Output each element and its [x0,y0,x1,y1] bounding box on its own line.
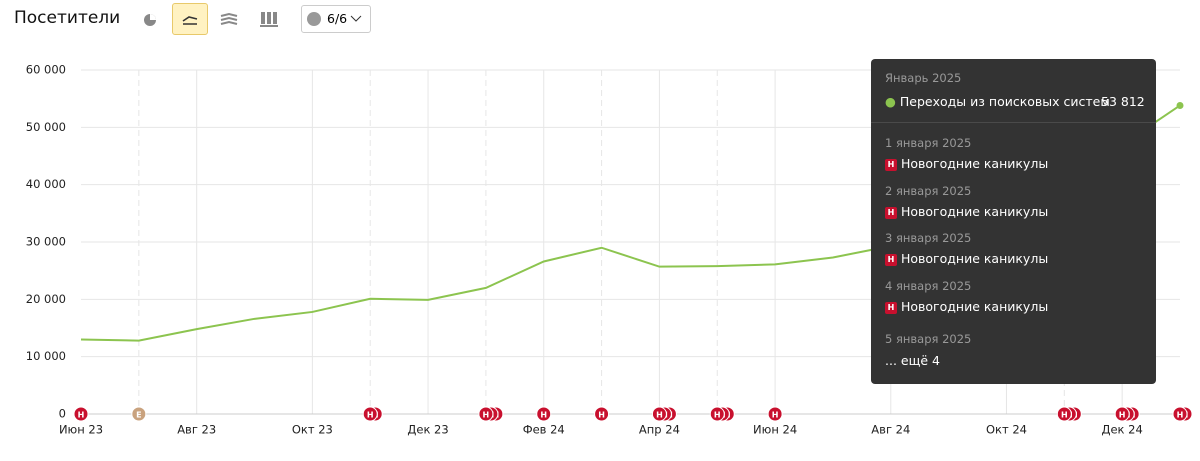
event-letter: Н [1119,411,1126,420]
tooltip-event: Н Новогодние каникулы [885,251,1048,266]
event-letter: Н [1177,411,1184,420]
event-icon: Н [885,254,897,266]
event-name: Новогодние каникулы [901,251,1049,266]
y-tick-label: 50 000 [26,120,66,134]
event-letter: Н [483,411,490,420]
x-tick-label: Окт 24 [986,423,1027,437]
event-marker[interactable] [651,406,667,422]
bar-button[interactable] [258,8,280,30]
hover-point [1176,101,1184,109]
tooltip-date: 2 января 2025 [885,183,972,198]
tooltip-date: 4 января 2025 [885,278,972,293]
event-marker[interactable] [536,406,552,422]
event-marker[interactable] [1056,406,1072,422]
y-tick-label: 0 [59,407,66,421]
tooltip-date: 3 января 2025 [885,231,972,245]
event-letter: Н [367,411,374,420]
tooltip-date: 1 января 2025 [885,136,972,150]
event-letter: Н [656,411,663,420]
line-button[interactable] [172,3,208,35]
toolbar: Посетители 6/6 [0,0,1200,40]
event-letter: Н [772,411,779,420]
tooltip-value: 53 812 [1101,94,1145,109]
separator [871,122,1156,123]
x-tick-label: Авг 24 [871,423,910,437]
y-tick-label: 20 000 [26,292,66,306]
area-button[interactable] [218,8,240,30]
event-name: Новогодние каникулы [901,298,1049,314]
event-letter: Н [1061,411,1068,420]
event-marker[interactable] [594,406,610,422]
filter-dropdown[interactable]: 6/6 [301,5,371,33]
event-marker[interactable] [767,406,783,422]
event-marker[interactable] [478,406,494,422]
y-tick-label: 40 000 [26,177,66,191]
event-letter: Н [714,411,721,420]
x-tick-label: Авг 23 [177,423,216,437]
tooltip-event: Н Новогодние каникулы [885,299,1048,314]
x-tick-label: Июн 24 [753,423,797,437]
series-name: Переходы из поисковых систем [899,94,1110,109]
x-tick-label: Апр 24 [639,423,680,437]
y-tick-label: 30 000 [26,235,66,249]
tooltip-month: Январь 2025 [885,71,962,85]
filter-label: 6/6 [327,11,348,26]
x-tick-label: Июн 23 [59,423,103,437]
x-tick-label: Дек 23 [407,423,448,437]
event-marker[interactable] [1172,406,1188,422]
x-tick-label: Дек 24 [1102,423,1143,437]
tooltip: Январь 2025 ● Переходы из поисковых сист… [871,59,1156,384]
pie-button[interactable] [140,10,160,30]
event-letter: Н [540,411,547,420]
event-marker[interactable] [362,406,378,422]
title: Посетители [14,8,121,28]
event-marker[interactable] [709,406,725,422]
tooltip-event: Н Новогодние каникулы [885,156,1048,171]
event-letter: Н [78,411,85,420]
event-name: Новогодние каникулы [901,156,1049,171]
event-icon: Н [885,159,897,171]
event-letter: Н [598,411,605,420]
event-marker[interactable] [1114,406,1130,422]
event-icon: Н [885,301,897,314]
event-icon: Н [885,206,897,219]
event-marker[interactable] [73,406,89,422]
x-tick-label: Фев 24 [523,423,565,437]
y-tick-label: 60 000 [26,63,66,77]
event-letter: Е [136,411,141,420]
event-marker[interactable] [131,406,147,422]
event-name: Новогодние каникулы [901,203,1049,219]
tooltip-date: 5 января 2025 [885,332,972,346]
tooltip-event: Н Новогодние каникулы [885,204,1048,219]
y-tick-label: 10 000 [26,349,66,363]
x-tick-label: Окт 23 [292,423,333,437]
tooltip-series: ● Переходы из поисковых систем [885,94,1110,109]
tooltip-more[interactable]: ... ещё 4 [885,353,940,368]
